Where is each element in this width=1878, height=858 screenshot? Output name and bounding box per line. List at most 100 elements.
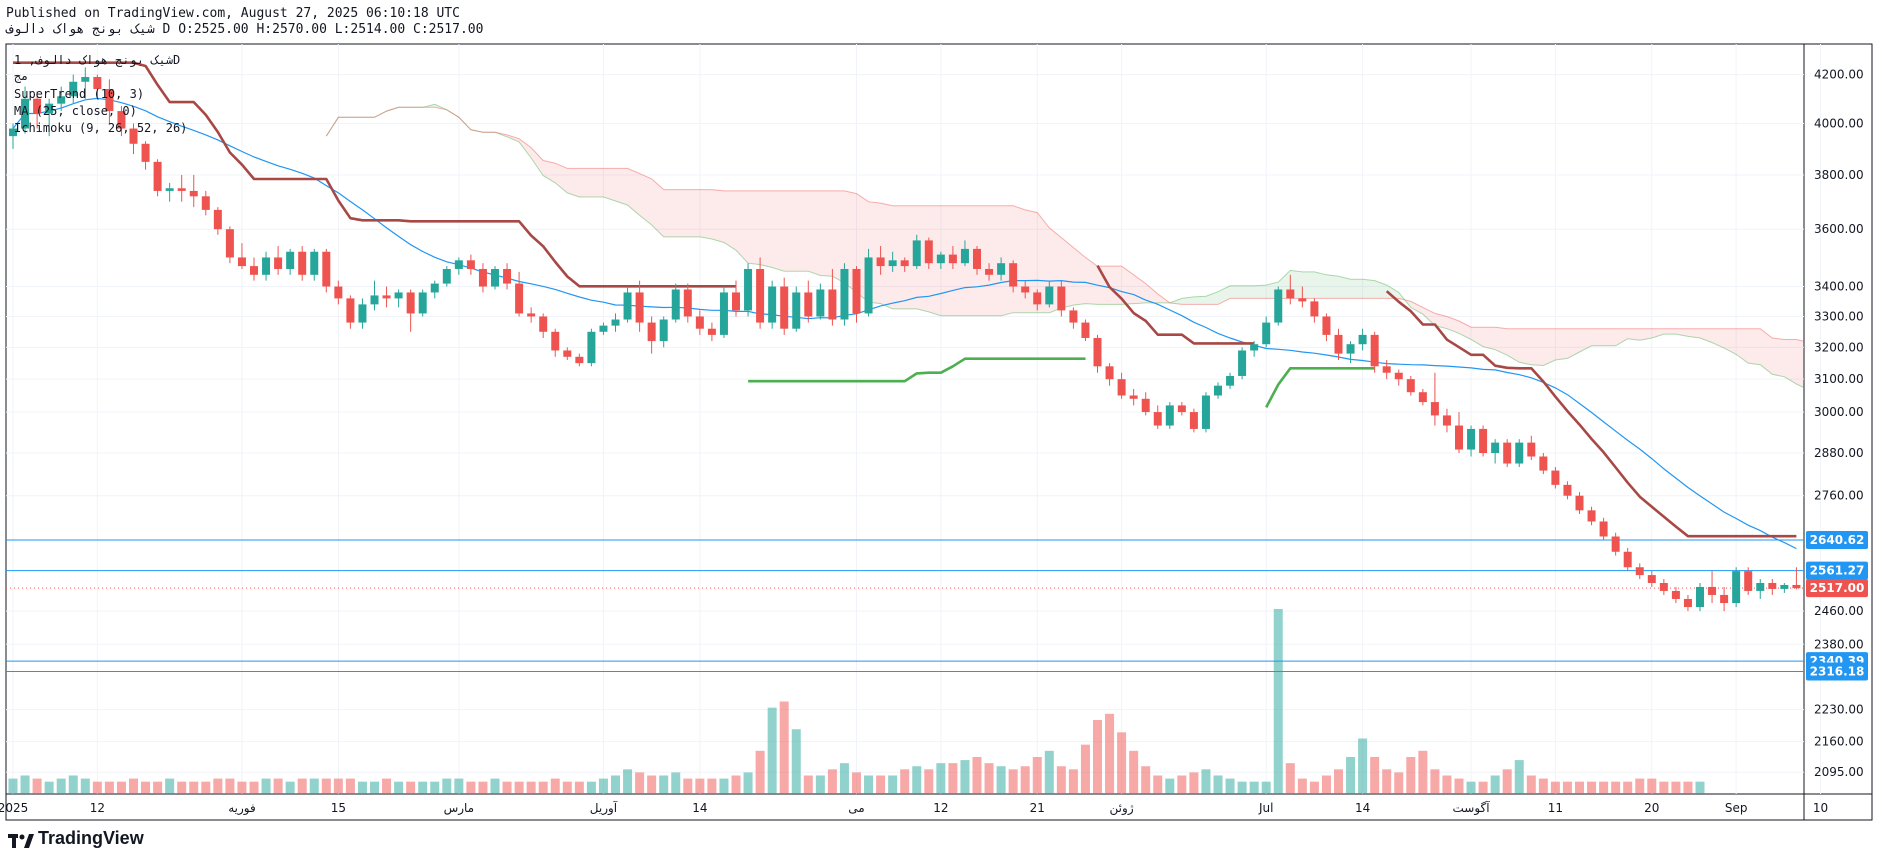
candle-body [1394, 372, 1403, 380]
candle-body [1720, 594, 1729, 604]
cloud-segment [1097, 266, 1110, 305]
candle [153, 159, 162, 197]
candle [1406, 375, 1415, 396]
candle [310, 248, 319, 281]
price-tick-label: 4200.00 [1814, 68, 1864, 82]
candle [587, 328, 596, 367]
candle [719, 286, 728, 338]
volume-bar [1105, 713, 1115, 794]
candle [1057, 280, 1066, 317]
candle-body [900, 260, 909, 267]
level-price-tag-box [1806, 561, 1868, 580]
candle-body [551, 331, 560, 351]
volume-bar [92, 781, 102, 794]
candle [491, 266, 499, 290]
legend-ichimoku[interactable]: Ichimoku (9, 26, 52, 26) [14, 121, 187, 135]
candle [1647, 571, 1656, 587]
volume-bar [864, 775, 874, 794]
candle [1262, 316, 1271, 348]
price-axis[interactable]: 2095.00 2160.00 2230.00 2380.00 2460.00 2760.… [1814, 68, 1864, 780]
volume-bar [1285, 763, 1295, 794]
candle-body [334, 286, 343, 299]
volume-bar [719, 778, 729, 794]
volume-bar [8, 778, 18, 794]
cloud-segment [1145, 283, 1158, 303]
cloud-segment [1422, 307, 1435, 326]
cloud-segment [1085, 257, 1098, 305]
candle-body [442, 268, 451, 284]
candle-body [1551, 470, 1560, 485]
candle [1105, 363, 1114, 386]
candle-body [141, 143, 150, 162]
volume-bar [261, 778, 271, 794]
volume-bar [755, 750, 765, 794]
time-axis[interactable]: 2025 12 فوریه 15 مارس آوریل 14 می 12 21 ژوئن Jul 14 آ… [0, 800, 1828, 816]
volume-bar [1008, 769, 1018, 794]
candle [262, 251, 271, 281]
cloud-segment [1579, 328, 1592, 353]
cloud-segment [736, 190, 749, 264]
cloud-segment [1639, 328, 1652, 341]
volume-bar [514, 781, 524, 794]
cloud-segment [1459, 321, 1472, 340]
cloud-segment [1446, 316, 1459, 334]
volume-bar [225, 778, 235, 794]
cloud-segment [1013, 205, 1026, 313]
candle [1358, 328, 1367, 351]
candle [1539, 453, 1548, 475]
candle-body [310, 251, 319, 275]
candle [1756, 579, 1765, 599]
candle-body [1370, 334, 1379, 367]
volume-bar [129, 778, 138, 794]
volume-bar [104, 781, 114, 794]
volume-bar [791, 729, 801, 794]
level-price-tag: 2316.18 [1806, 662, 1868, 681]
time-tick-label: 2025 [0, 801, 28, 815]
candle [1322, 313, 1331, 342]
legend-symbol: شیک بونج هواک دالوف, 1D [14, 53, 180, 68]
cloud-segment [832, 190, 845, 283]
cloud-segment [1001, 205, 1014, 316]
candle-body [1141, 398, 1150, 413]
volume-bar [442, 778, 452, 794]
candle [1659, 579, 1668, 595]
candle-body [575, 356, 584, 364]
candle-body [1226, 375, 1235, 386]
volume-bar [827, 769, 837, 794]
volume-bar [1117, 732, 1127, 794]
cloud-segment [1471, 327, 1484, 347]
candle-body [213, 209, 222, 230]
cloud-segment [1555, 328, 1568, 360]
legend-supertrend[interactable]: SuperTrend (10, 3) [14, 87, 144, 101]
cloud-segment [1712, 328, 1725, 349]
volume-bar [659, 775, 669, 794]
candle-body [515, 283, 524, 314]
candle-body [1780, 584, 1789, 589]
volume-bar [1189, 772, 1199, 794]
volume-bar [803, 775, 813, 794]
volume-bar [1623, 781, 1633, 794]
candle-body [1792, 584, 1801, 589]
cloud-segment [519, 138, 532, 158]
cloud-segment [772, 190, 785, 272]
grid [6, 44, 1821, 794]
candle [1515, 439, 1524, 468]
senkou-span-b [325, 106, 1804, 342]
cloud-segment [904, 205, 917, 309]
volume-bar [695, 778, 705, 794]
legend-ma[interactable]: MA (25, close, 0) [14, 104, 137, 118]
candle-body [719, 292, 728, 335]
time-tick-label: ژوئن [1110, 801, 1134, 816]
volume-bar [1526, 775, 1536, 794]
volume-bar [1141, 766, 1151, 794]
candle-body [1635, 567, 1644, 576]
candle [141, 141, 150, 170]
volume-bar [839, 763, 849, 794]
volume-bar [1575, 781, 1584, 794]
candle [430, 280, 439, 299]
cloud-segment [808, 190, 821, 276]
volume-bar [394, 781, 404, 794]
tradingview-brand[interactable]: TradingView [8, 828, 144, 849]
volume-bar [900, 769, 910, 794]
